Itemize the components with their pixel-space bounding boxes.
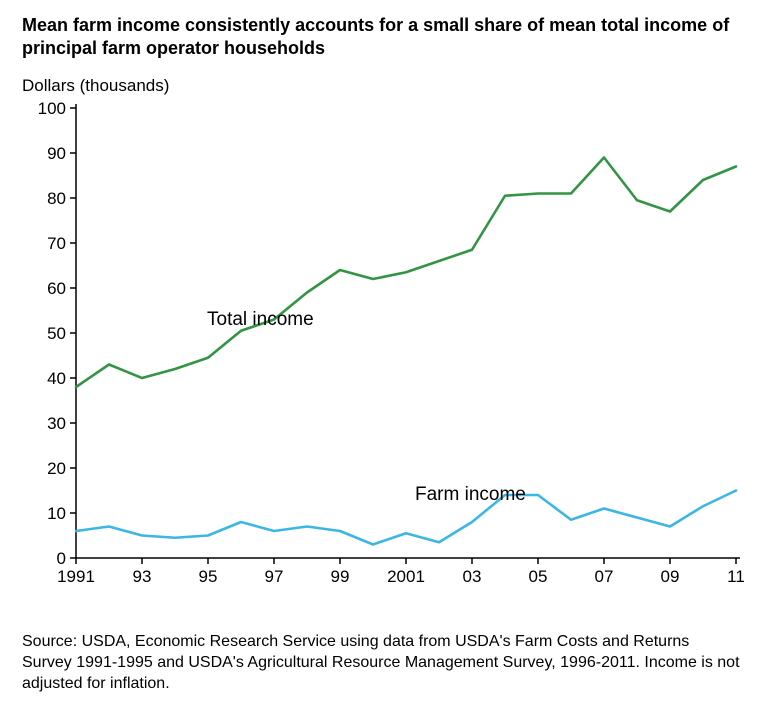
y-tick-label: 40 — [47, 369, 66, 388]
series-label-farm: Farm income — [415, 484, 526, 505]
series-farm-income — [76, 491, 736, 545]
chart-page: Mean farm income consistently accounts f… — [0, 0, 768, 716]
x-tick-label: 93 — [133, 567, 152, 586]
y-tick-label: 20 — [47, 459, 66, 478]
chart-area: 0 10 20 30 40 50 60 70 80 90 100 1991 93 95 97 99 2001 03… — [22, 100, 744, 610]
y-axis-label: Dollars (thousands) — [22, 76, 169, 96]
x-tick-label: 05 — [529, 567, 548, 586]
y-tick-label: 30 — [47, 414, 66, 433]
y-tick-label: 80 — [47, 189, 66, 208]
y-tick-label: 50 — [47, 324, 66, 343]
x-tick-label: 99 — [331, 567, 350, 586]
y-tick-label: 70 — [47, 234, 66, 253]
y-tick-label: 0 — [57, 549, 66, 568]
y-tick-label: 60 — [47, 279, 66, 298]
source-note: Source: USDA, Economic Research Service … — [22, 632, 742, 694]
x-tick-label: 95 — [199, 567, 218, 586]
x-tick-label: 11 — [727, 567, 744, 586]
x-tick-label: 2001 — [387, 567, 425, 586]
x-tick-label: 09 — [661, 567, 680, 586]
x-tick-label: 07 — [595, 567, 614, 586]
line-chart-svg: 0 10 20 30 40 50 60 70 80 90 100 1991 93 95 97 99 2001 03… — [22, 100, 744, 610]
x-tick-label: 97 — [265, 567, 284, 586]
x-tick-label: 03 — [463, 567, 482, 586]
y-tick-label: 10 — [47, 504, 66, 523]
y-tick-label: 90 — [47, 144, 66, 163]
series-total-income — [76, 158, 736, 388]
chart-title: Mean farm income consistently accounts f… — [22, 14, 742, 59]
y-tick-label: 100 — [38, 100, 66, 118]
series-label-total: Total income — [207, 309, 314, 330]
x-tick-label: 1991 — [57, 567, 95, 586]
